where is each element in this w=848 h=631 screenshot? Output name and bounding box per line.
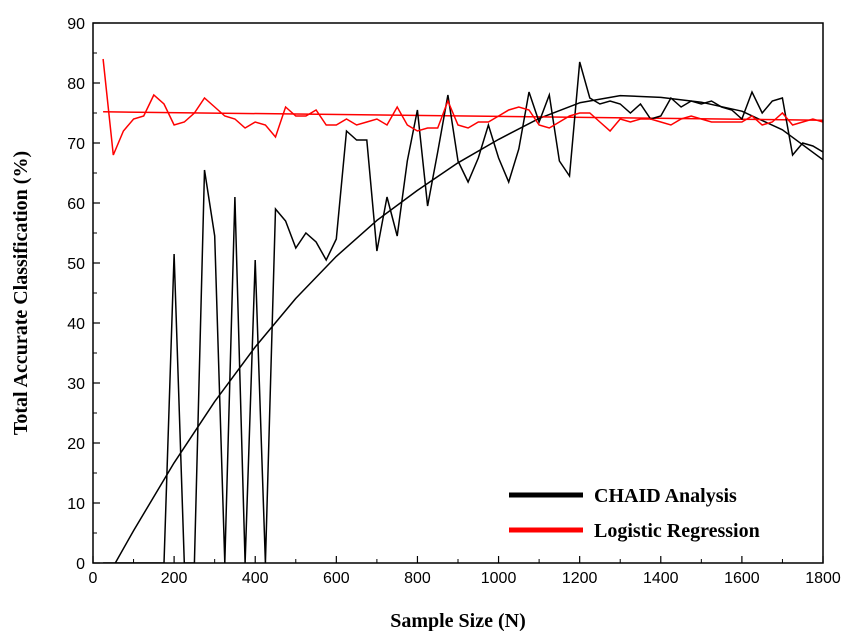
x-axis-title: Sample Size (N) bbox=[390, 610, 526, 631]
y-tick-label: 10 bbox=[67, 496, 85, 513]
x-tick-label: 1400 bbox=[643, 570, 679, 587]
legend-label-logistic: Logistic Regression bbox=[594, 520, 760, 542]
legend: CHAID Analysis Logistic Regression bbox=[509, 485, 760, 542]
y-tick-label: 0 bbox=[76, 556, 85, 573]
legend-label-chaid: CHAID Analysis bbox=[594, 485, 737, 507]
x-tick-label: 600 bbox=[323, 570, 350, 587]
y-tick-label: 40 bbox=[67, 316, 85, 333]
y-tick-label: 20 bbox=[67, 436, 85, 453]
y-tick-label: 30 bbox=[67, 376, 85, 393]
x-tick-label: 200 bbox=[161, 570, 188, 587]
logistic-regression-trend-line bbox=[103, 111, 823, 121]
logistic-regression-series-line bbox=[102, 58, 823, 156]
axis-tick-labels: 0 200 400 600 800 1000 1200 1400 1600 1800 0 10 20 30… bbox=[67, 16, 841, 587]
y-tick-label: 50 bbox=[67, 256, 85, 273]
y-tick-label: 90 bbox=[67, 16, 85, 33]
x-tick-label: 1200 bbox=[562, 570, 598, 587]
x-tick-label: 0 bbox=[89, 570, 98, 587]
y-tick-label: 60 bbox=[67, 196, 85, 213]
chaid-analysis-trend-curve bbox=[114, 94, 823, 563]
x-tick-label: 1600 bbox=[724, 570, 760, 587]
x-tick-label: 800 bbox=[404, 570, 431, 587]
y-tick-label: 70 bbox=[67, 136, 85, 153]
y-axis-title: Total Accurate Classification (%) bbox=[10, 151, 32, 435]
axis-ticks bbox=[92, 22, 824, 564]
plot-frame bbox=[92, 22, 824, 564]
y-tick-label: 80 bbox=[67, 76, 85, 93]
series-lines bbox=[102, 58, 823, 563]
x-tick-label: 1800 bbox=[805, 570, 841, 587]
chaid-analysis-series-line bbox=[103, 61, 823, 563]
x-tick-label: 400 bbox=[242, 570, 269, 587]
x-tick-label: 1000 bbox=[481, 570, 517, 587]
